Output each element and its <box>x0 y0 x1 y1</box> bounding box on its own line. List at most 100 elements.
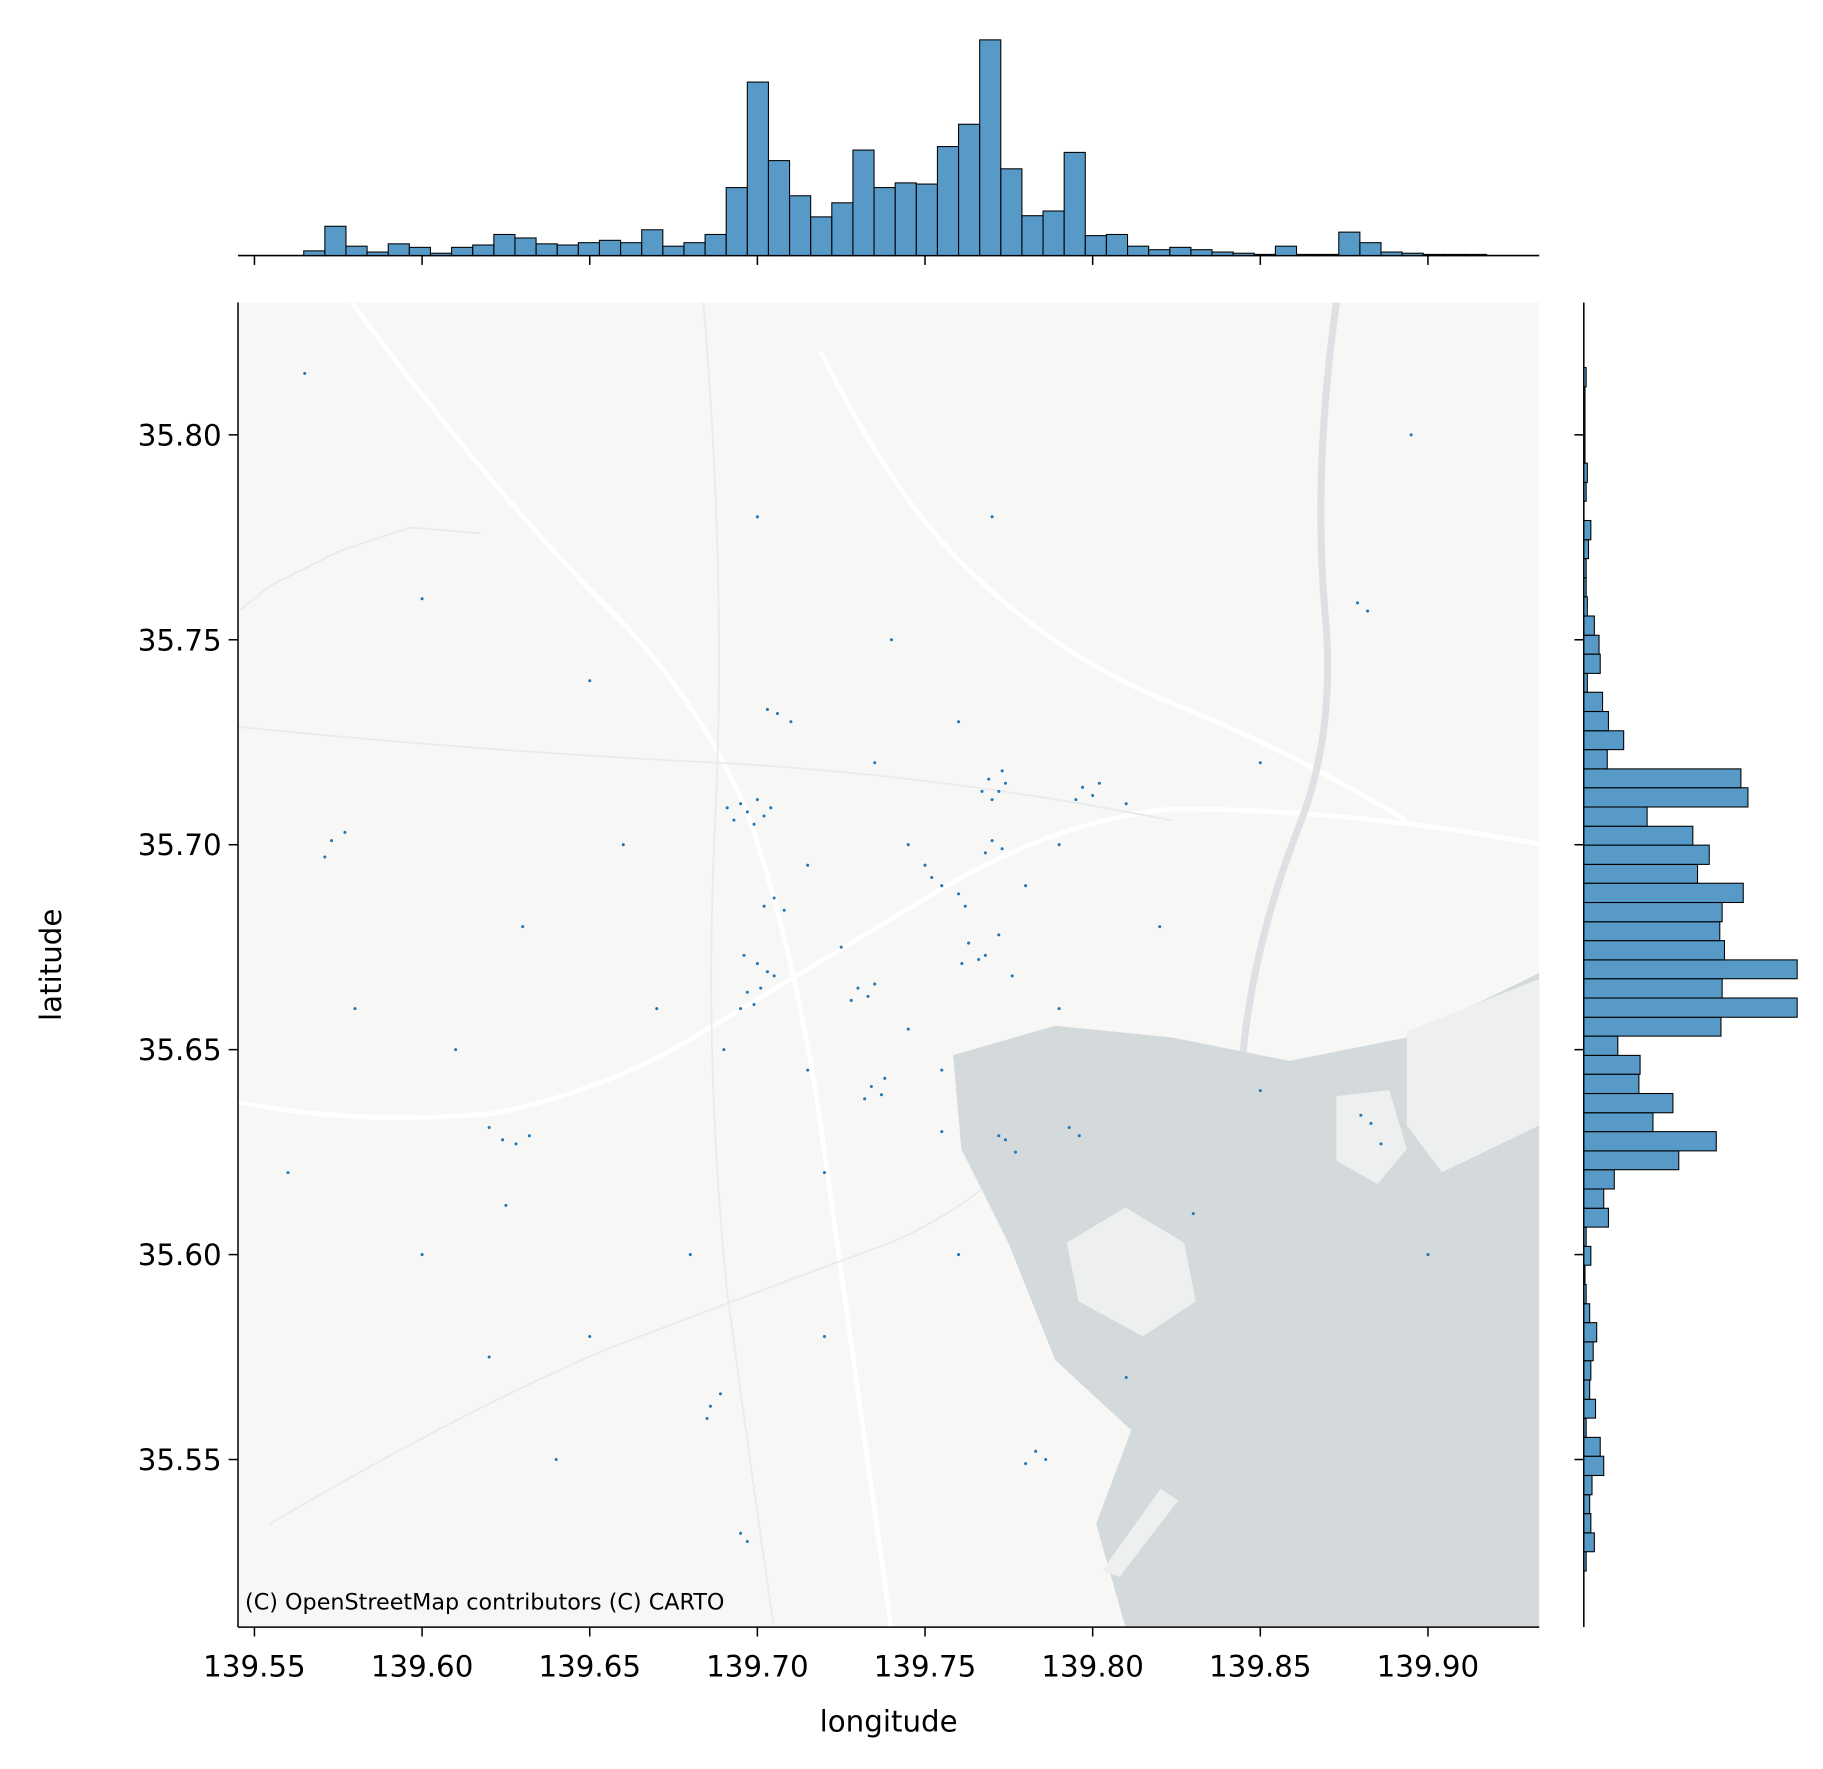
hist-bar <box>556 244 579 257</box>
hist-bar <box>894 182 917 257</box>
hist-bar <box>979 39 1002 257</box>
x-tick-label: 139.75 <box>874 1649 977 1683</box>
hist-bar <box>641 229 664 257</box>
hist-bar <box>324 225 347 257</box>
hist-bar <box>1583 997 1798 1018</box>
point <box>866 994 870 998</box>
hist-bar <box>662 245 685 257</box>
hist-bar <box>472 244 495 257</box>
hist-bar <box>1063 151 1086 257</box>
point <box>883 1076 887 1080</box>
point <box>588 679 592 683</box>
point <box>1409 433 1413 437</box>
hist-bar <box>1583 1035 1619 1056</box>
point <box>420 1253 424 1257</box>
hist-bar <box>1021 215 1044 257</box>
point <box>987 777 991 781</box>
point <box>286 1171 290 1175</box>
hist-bar <box>1583 691 1604 713</box>
x-tick-label: 139.55 <box>203 1649 306 1683</box>
point <box>923 863 927 867</box>
hist-bar <box>1443 253 1467 257</box>
hist-bar <box>831 202 854 257</box>
point <box>1000 769 1004 773</box>
hist-bar <box>1583 1207 1609 1228</box>
point <box>1091 794 1095 798</box>
point <box>527 1134 531 1138</box>
point <box>839 945 843 949</box>
point <box>957 720 961 724</box>
point <box>1158 925 1162 929</box>
point <box>1057 843 1061 847</box>
hist-bar <box>429 252 453 257</box>
hist-bar <box>387 243 410 257</box>
point <box>940 1068 944 1072</box>
hist-bar <box>1583 577 1587 598</box>
point <box>762 814 766 818</box>
point <box>739 802 743 806</box>
hist-bar <box>493 233 516 257</box>
hist-bar <box>1583 901 1723 923</box>
point <box>889 638 894 642</box>
point <box>822 1171 826 1175</box>
point <box>742 953 746 957</box>
point <box>487 1355 491 1359</box>
point <box>930 875 934 880</box>
point <box>990 515 994 519</box>
point <box>983 953 987 957</box>
point <box>1097 781 1101 785</box>
point <box>1074 798 1078 802</box>
hist-bar <box>408 246 431 257</box>
point <box>745 1539 749 1544</box>
hist-bar <box>767 160 791 257</box>
hist-bar <box>1583 558 1587 579</box>
hist-bar <box>704 233 727 257</box>
hist-bar <box>1583 1322 1598 1343</box>
hist-bar <box>1583 863 1699 884</box>
hist-bar <box>873 187 896 257</box>
hist-bar <box>1583 1112 1654 1133</box>
x-tick-label: 139.90 <box>1377 1649 1480 1683</box>
hist-bar <box>1583 768 1742 789</box>
point <box>705 1417 709 1421</box>
hist-bar <box>1583 882 1744 904</box>
hist-bar <box>1583 1417 1587 1438</box>
hist-bar <box>1583 749 1608 770</box>
hist-bar <box>1583 940 1726 961</box>
hist-bar <box>1583 367 1587 388</box>
point <box>745 990 749 994</box>
point <box>1000 847 1004 851</box>
point <box>487 1125 491 1130</box>
point <box>873 761 877 765</box>
point <box>775 712 780 716</box>
hist-bar <box>810 216 833 257</box>
point <box>745 810 749 814</box>
point <box>856 986 860 990</box>
y-axis-label: latitude <box>34 909 68 1021</box>
x-tick-label: 139.60 <box>371 1649 474 1683</box>
point <box>762 904 766 908</box>
hist-bar <box>1583 1455 1605 1477</box>
point <box>420 597 424 601</box>
point <box>1258 761 1262 765</box>
hist-bar <box>598 239 622 257</box>
point <box>789 720 793 724</box>
point <box>1003 781 1008 785</box>
hist-bar <box>1583 1283 1587 1305</box>
hist-bar <box>1105 233 1129 257</box>
y-tick-label: 35.70 <box>138 828 222 862</box>
hist-bar <box>1583 1303 1591 1324</box>
hist-bar <box>1583 1436 1601 1457</box>
point <box>990 839 994 843</box>
point <box>1057 1007 1061 1011</box>
point <box>732 818 736 822</box>
point <box>303 371 307 375</box>
point <box>688 1253 692 1257</box>
point <box>1258 1089 1262 1093</box>
point <box>323 855 327 859</box>
hist-bar <box>1583 1532 1595 1553</box>
point <box>725 806 729 810</box>
point <box>1426 1253 1430 1257</box>
point <box>739 1007 743 1011</box>
